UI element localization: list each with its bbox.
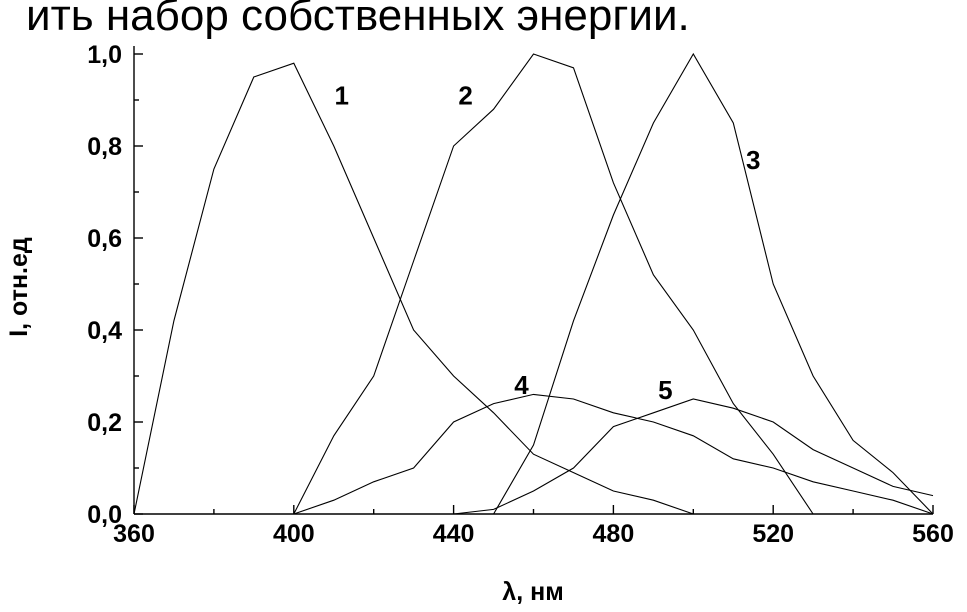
axes: 360 400 440 480 520 560 0,0 0,2 0,4 0,6 0,8 1,0 [87,41,954,548]
y-tick-label: 0,8 [87,133,122,161]
x-axis-label: λ, нм [502,578,563,606]
x-tick-label: 560 [912,520,954,548]
y-tick-label: 0,0 [87,501,122,529]
series-label-1: 1 [335,80,349,110]
series-label-3: 3 [746,145,760,175]
series-line-4 [293,393,934,515]
series-label-5: 5 [658,375,672,405]
y-axis-label: I, отн.ед [5,237,33,337]
x-tick-label: 440 [433,520,475,548]
series-line-3 [493,52,934,515]
x-tick-label: 400 [273,520,315,548]
series-label-4: 4 [514,370,529,400]
series-labels: 1 2 3 4 5 [335,80,761,404]
series-line-5 [453,398,934,515]
series-line-2 [293,53,814,515]
x-tick-label: 520 [752,520,794,548]
y-tick-label: 0,6 [87,225,122,253]
plot-area [133,52,934,515]
y-tick-label: 0,4 [87,317,122,345]
series-label-2: 2 [458,80,472,110]
x-tick-label: 480 [593,520,635,548]
caption-text-fragment: ить набор собственных энергии. [26,0,690,40]
y-tick-label: 0,2 [87,409,122,437]
x-tick-label: 360 [113,520,155,548]
series-line-1 [133,62,694,515]
y-tick-label: 1,0 [87,41,122,69]
